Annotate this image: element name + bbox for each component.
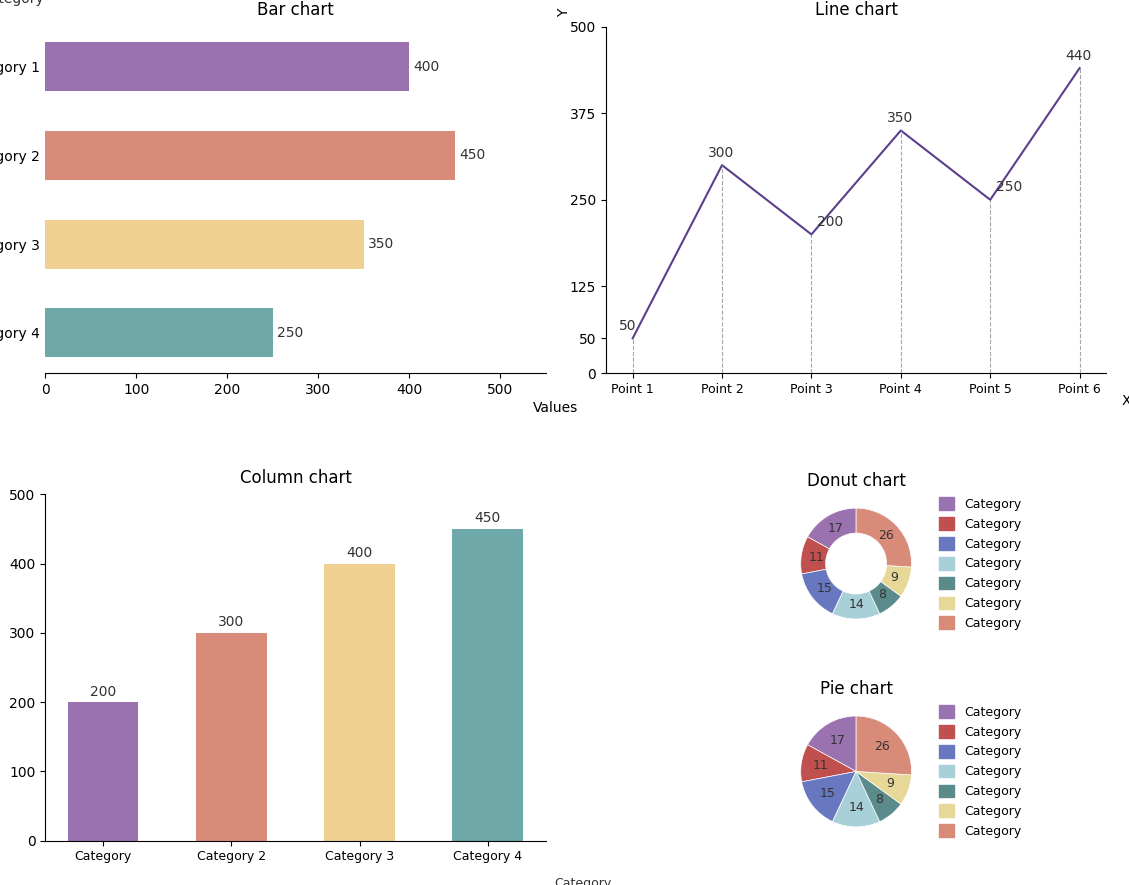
Text: Category: Category bbox=[0, 0, 44, 6]
Wedge shape bbox=[856, 772, 911, 804]
Bar bbox=[453, 529, 523, 841]
Text: 9: 9 bbox=[891, 571, 899, 584]
X-axis label: X: X bbox=[1122, 394, 1129, 408]
Title: Line chart: Line chart bbox=[815, 2, 898, 19]
Text: 50: 50 bbox=[619, 319, 637, 333]
Text: 9: 9 bbox=[886, 777, 894, 790]
Text: 14: 14 bbox=[848, 597, 864, 611]
Wedge shape bbox=[800, 745, 856, 781]
Wedge shape bbox=[856, 716, 911, 775]
X-axis label: Values: Values bbox=[533, 401, 578, 415]
Bar bbox=[196, 633, 266, 841]
Text: 450: 450 bbox=[474, 512, 501, 526]
Title: Bar chart: Bar chart bbox=[257, 2, 334, 19]
Wedge shape bbox=[832, 772, 879, 827]
Text: 250: 250 bbox=[278, 326, 304, 340]
Bar bbox=[45, 219, 364, 268]
Wedge shape bbox=[832, 591, 879, 619]
Text: 400: 400 bbox=[414, 59, 440, 73]
Title: Column chart: Column chart bbox=[239, 469, 351, 487]
Text: 8: 8 bbox=[878, 589, 886, 601]
Text: 300: 300 bbox=[218, 615, 245, 629]
Text: 11: 11 bbox=[813, 759, 829, 773]
Text: 26: 26 bbox=[875, 740, 891, 753]
Title: Pie chart: Pie chart bbox=[820, 680, 893, 698]
Wedge shape bbox=[802, 772, 856, 821]
Text: 400: 400 bbox=[347, 546, 373, 560]
Text: 300: 300 bbox=[708, 146, 734, 160]
Text: 200: 200 bbox=[90, 685, 116, 698]
Wedge shape bbox=[881, 566, 911, 596]
Bar bbox=[45, 131, 455, 180]
Wedge shape bbox=[807, 508, 856, 549]
Text: 250: 250 bbox=[996, 181, 1022, 195]
Wedge shape bbox=[869, 581, 901, 613]
Bar bbox=[45, 42, 409, 91]
Text: 15: 15 bbox=[820, 787, 835, 800]
Text: 350: 350 bbox=[368, 237, 394, 251]
Text: 26: 26 bbox=[877, 529, 893, 543]
Bar bbox=[324, 564, 395, 841]
Wedge shape bbox=[800, 537, 830, 574]
Wedge shape bbox=[807, 716, 856, 772]
Text: 450: 450 bbox=[460, 149, 485, 163]
Y-axis label: Y: Y bbox=[557, 9, 571, 17]
Title: Donut chart: Donut chart bbox=[807, 472, 905, 490]
Legend: Category, Category, Category, Category, Category, Category, Category: Category, Category, Category, Category, … bbox=[935, 492, 1026, 635]
Wedge shape bbox=[802, 569, 843, 613]
Text: 200: 200 bbox=[817, 215, 843, 229]
Wedge shape bbox=[856, 508, 911, 567]
Wedge shape bbox=[856, 772, 901, 821]
Bar bbox=[45, 309, 273, 358]
Text: 14: 14 bbox=[848, 801, 864, 814]
Text: Category: Category bbox=[554, 877, 612, 885]
Text: 350: 350 bbox=[887, 112, 913, 125]
Text: 8: 8 bbox=[875, 793, 883, 805]
Text: 15: 15 bbox=[816, 581, 832, 595]
Bar bbox=[68, 702, 139, 841]
Text: 17: 17 bbox=[830, 734, 846, 747]
Text: 17: 17 bbox=[828, 522, 843, 535]
Text: 11: 11 bbox=[808, 550, 824, 564]
Text: 440: 440 bbox=[1066, 49, 1092, 63]
Legend: Category, Category, Category, Category, Category, Category, Category: Category, Category, Category, Category, … bbox=[935, 700, 1026, 843]
